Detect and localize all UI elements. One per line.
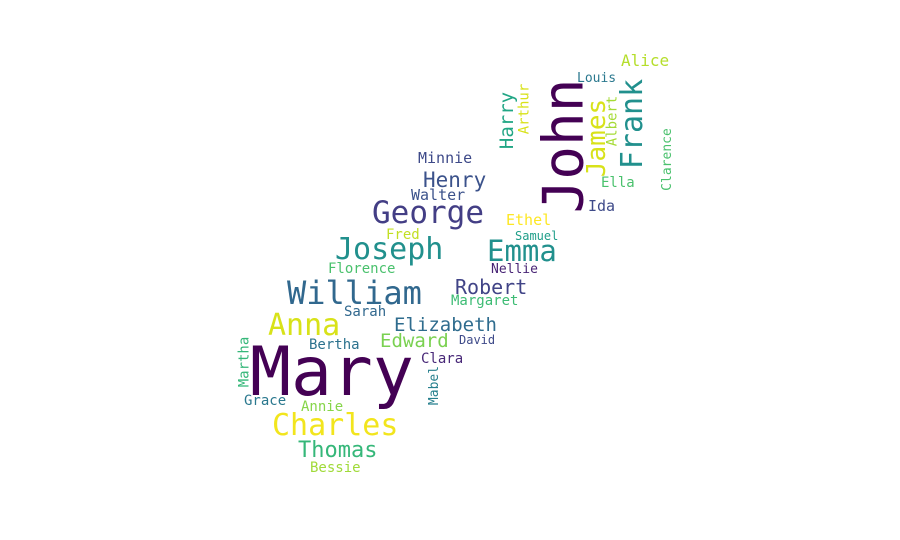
word-nellie: Nellie (491, 262, 538, 277)
word-charles: Charles (272, 408, 399, 443)
word-albert: Albert (604, 95, 621, 147)
word-ella: Ella (601, 175, 635, 191)
word-ethel: Ethel (506, 211, 552, 229)
word-bessie: Bessie (310, 460, 361, 476)
word-david: David (459, 333, 496, 347)
word-elizabeth: Elizabeth (394, 314, 497, 336)
word-henry: Henry (423, 168, 487, 192)
word-anna: Anna (268, 308, 341, 343)
word-arthur: Arthur (516, 83, 533, 135)
word-annie: Annie (301, 399, 344, 415)
word-margaret: Margaret (451, 293, 519, 309)
word-harry: Harry (496, 91, 519, 150)
word-florence: Florence (328, 261, 396, 277)
word-bertha: Bertha (309, 337, 360, 353)
word-louis: Louis (577, 71, 617, 86)
word-minnie: Minnie (418, 149, 473, 167)
word-william: William (287, 274, 422, 312)
word-fred: Fred (386, 227, 420, 243)
word-mabel: Mabel (427, 365, 443, 406)
word-alice: Alice (621, 51, 670, 70)
word-martha: Martha (236, 336, 253, 388)
word-ida: Ida (588, 197, 616, 215)
word-walter: Walter (411, 186, 466, 204)
word-clara: Clara (421, 351, 464, 367)
word-clarence: Clarence (659, 128, 675, 191)
word-edward: Edward (380, 330, 449, 352)
word-frank: Frank (615, 78, 651, 170)
word-mary: Mary (250, 333, 414, 412)
word-sarah: Sarah (344, 304, 387, 320)
word-samuel: Samuel (515, 229, 559, 243)
word-robert: Robert (455, 275, 528, 299)
word-joseph: Joseph (335, 232, 444, 267)
word-grace: Grace (244, 393, 287, 409)
word-emma: Emma (487, 234, 557, 268)
word-george: George (372, 195, 484, 231)
word-thomas: Thomas (298, 438, 378, 463)
